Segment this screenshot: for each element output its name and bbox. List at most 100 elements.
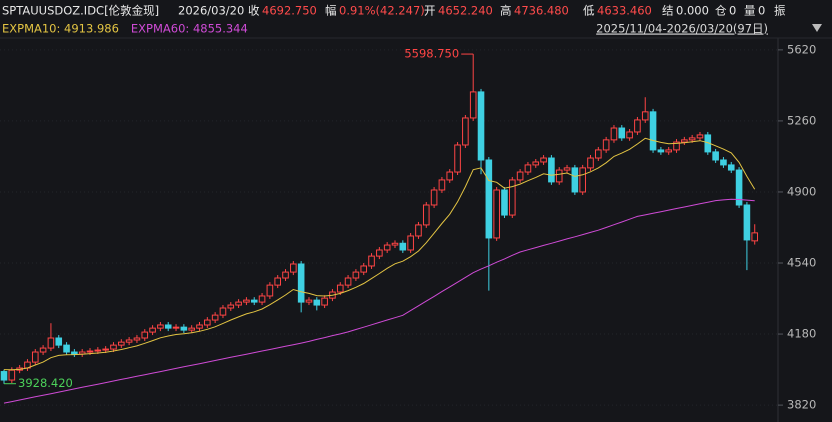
candle-body bbox=[391, 242, 399, 246]
candle-body bbox=[274, 277, 281, 286]
candle-body bbox=[469, 91, 477, 119]
candle-body bbox=[532, 161, 540, 166]
candle-body bbox=[501, 189, 508, 216]
candle-body bbox=[618, 127, 626, 139]
candle-body bbox=[313, 299, 321, 306]
candle-body bbox=[407, 235, 414, 251]
field-label: 高 bbox=[500, 4, 512, 18]
candle-body bbox=[110, 344, 117, 350]
candle-body bbox=[204, 319, 211, 326]
candle-body bbox=[55, 337, 63, 346]
candle-body bbox=[290, 263, 297, 273]
legend-entry: EXPMA60: 4855.344 bbox=[131, 22, 248, 36]
y-tick-label: 4180 bbox=[787, 327, 816, 341]
candle-body bbox=[180, 326, 188, 331]
candle-body bbox=[266, 284, 274, 297]
candle-body bbox=[665, 149, 673, 153]
candle-body bbox=[602, 139, 610, 151]
candle-body bbox=[383, 244, 391, 251]
candle-body bbox=[610, 127, 618, 141]
field-value: 0 bbox=[729, 4, 736, 18]
annotation-label: 5598.750 bbox=[404, 47, 459, 61]
candle-body bbox=[595, 149, 602, 159]
candle-body bbox=[555, 169, 563, 183]
candle-body bbox=[125, 339, 133, 343]
field-label: 开 bbox=[424, 4, 436, 18]
candle-body bbox=[196, 324, 203, 329]
candle-body bbox=[727, 164, 735, 171]
field-label: 结 bbox=[662, 4, 674, 18]
candle-body bbox=[118, 341, 125, 346]
candle-body bbox=[524, 164, 532, 173]
dropdown-arrow[interactable] bbox=[812, 24, 822, 32]
y-tick-label: 5620 bbox=[787, 42, 816, 56]
candle-body bbox=[430, 189, 438, 206]
candle-body bbox=[548, 157, 555, 183]
field-value: 0.91%(42.247) bbox=[339, 4, 425, 18]
candle-body bbox=[681, 139, 688, 143]
field-label: 振 bbox=[774, 4, 786, 18]
field-label: 量 bbox=[744, 4, 756, 18]
field-value: 4633.460 bbox=[597, 4, 652, 18]
field-value: 0 bbox=[758, 4, 765, 18]
candle-body bbox=[399, 242, 407, 251]
candle-body bbox=[376, 249, 383, 257]
candle-body bbox=[641, 111, 649, 121]
candle-body bbox=[493, 189, 500, 239]
candle-body bbox=[751, 232, 759, 242]
annotation-label: 3928.420 bbox=[18, 376, 73, 390]
date: 2026/03/20 bbox=[178, 4, 244, 18]
candle-body bbox=[540, 157, 547, 163]
candle-body bbox=[235, 301, 242, 306]
candle-body bbox=[509, 179, 516, 216]
field-label: 幅 bbox=[325, 4, 337, 18]
candle-body bbox=[649, 111, 657, 151]
candle-body bbox=[71, 351, 78, 355]
symbol: SPTAUUSDOZ.IDC[伦敦金现] bbox=[2, 4, 159, 18]
candle-body bbox=[485, 159, 493, 239]
candle-body bbox=[86, 350, 94, 353]
y-tick-label: 5260 bbox=[787, 113, 816, 127]
candle-body bbox=[31, 351, 39, 363]
candle-body bbox=[657, 149, 665, 153]
candle-body bbox=[360, 265, 368, 273]
candle-body bbox=[282, 271, 289, 279]
y-tick-label: 4540 bbox=[787, 256, 816, 270]
candle-body bbox=[336, 284, 344, 293]
candle-body bbox=[102, 348, 109, 351]
candle-body bbox=[157, 324, 164, 329]
field-value: 0.000 bbox=[676, 4, 709, 18]
candle-body bbox=[462, 117, 469, 146]
candle-body bbox=[477, 91, 485, 161]
candle-body bbox=[258, 295, 266, 303]
candle-body bbox=[149, 327, 156, 333]
candle-body bbox=[352, 271, 360, 279]
candle-body bbox=[305, 299, 313, 303]
field-value: 4652.240 bbox=[438, 4, 493, 18]
candle-body bbox=[579, 167, 586, 193]
candle-body bbox=[297, 263, 305, 303]
candle-body bbox=[211, 314, 219, 321]
candle-body bbox=[446, 171, 454, 181]
candle-body bbox=[250, 299, 258, 303]
expma-line bbox=[3, 137, 756, 371]
date-range: 2025/11/04-2026/03/20(97日) bbox=[596, 22, 768, 36]
expma-line bbox=[3, 198, 755, 404]
field-label: 仓 bbox=[715, 4, 727, 18]
candle-body bbox=[243, 299, 250, 303]
candle-body bbox=[673, 141, 680, 151]
candle-body bbox=[688, 137, 696, 141]
candle-body bbox=[164, 324, 172, 329]
candle-body bbox=[516, 171, 524, 181]
field-value: 4692.750 bbox=[262, 4, 317, 18]
candle-body bbox=[696, 134, 704, 139]
candle-body bbox=[47, 337, 55, 349]
candle-body bbox=[735, 169, 743, 206]
candle-body bbox=[94, 349, 102, 352]
candle-body bbox=[188, 327, 195, 331]
candle-body bbox=[422, 204, 430, 226]
candle-body bbox=[571, 167, 579, 193]
candle-body bbox=[321, 297, 328, 306]
